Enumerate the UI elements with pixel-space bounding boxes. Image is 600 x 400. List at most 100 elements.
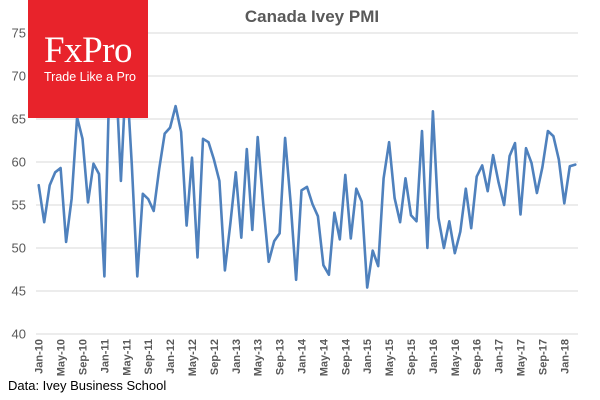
y-tick-label: 70 <box>12 69 26 84</box>
data-point <box>399 221 401 223</box>
data-point <box>360 200 363 203</box>
x-tick-label: May-11 <box>121 339 133 376</box>
data-point <box>163 132 166 135</box>
y-tick-label: 55 <box>12 198 26 213</box>
data-point <box>459 230 462 233</box>
data-point <box>92 162 95 165</box>
data-point <box>328 273 330 276</box>
data-point <box>196 256 199 259</box>
x-tick-label: Sep-10 <box>78 339 90 375</box>
data-point <box>547 130 549 132</box>
data-point <box>158 168 160 170</box>
x-tick-label: Sep-16 <box>472 339 484 375</box>
data-point <box>224 269 226 272</box>
data-point <box>552 135 555 137</box>
y-tick-label: 45 <box>12 284 26 299</box>
data-point <box>426 247 429 249</box>
data-point <box>366 286 369 289</box>
data-point <box>256 136 259 138</box>
data-point <box>481 164 484 167</box>
data-point <box>377 265 380 267</box>
data-point <box>202 138 204 140</box>
data-point <box>174 105 177 107</box>
data-point <box>475 175 478 178</box>
x-tick-label: Sep-13 <box>275 339 287 375</box>
data-point <box>103 275 106 278</box>
data-point <box>437 217 440 219</box>
x-tick-label: Jan-12 <box>165 339 177 374</box>
logo-tagline: Trade Like a Pro <box>44 70 136 84</box>
x-tick-label: Jan-17 <box>494 339 506 374</box>
x-tick-label: Sep-12 <box>209 339 221 375</box>
data-point <box>98 173 100 175</box>
data-point <box>470 227 473 229</box>
data-point <box>251 229 254 231</box>
data-point <box>486 190 489 192</box>
data-point <box>54 171 56 174</box>
data-point <box>443 247 445 249</box>
data-point <box>246 148 248 150</box>
data-point <box>136 275 139 278</box>
logo-brand: FxPro <box>44 30 132 71</box>
data-point <box>421 130 423 132</box>
data-point <box>465 187 467 190</box>
data-point <box>563 202 566 205</box>
data-point <box>278 232 281 235</box>
y-tick-label: 65 <box>12 112 26 127</box>
data-point <box>306 186 308 188</box>
data-point <box>432 110 434 113</box>
x-tick-label: May-13 <box>253 339 265 376</box>
data-point <box>448 220 451 223</box>
x-tick-label: Jan-10 <box>34 339 46 374</box>
data-point <box>519 213 522 216</box>
data-point <box>317 215 319 217</box>
data-point <box>404 177 407 180</box>
x-tick-label: May-10 <box>56 339 68 376</box>
data-point <box>262 202 265 205</box>
data-point <box>322 264 325 267</box>
data-point <box>339 238 341 241</box>
data-point <box>152 210 155 212</box>
x-tick-label: Sep-11 <box>143 339 155 374</box>
data-point <box>70 198 73 200</box>
x-tick-label: Jan-13 <box>231 339 243 374</box>
y-tick-label: 50 <box>12 241 26 256</box>
x-tick-label: Sep-15 <box>406 339 418 375</box>
data-point <box>207 141 210 143</box>
data-point <box>273 240 276 242</box>
data-point <box>514 142 516 144</box>
data-point <box>508 155 511 157</box>
data-point <box>284 137 286 139</box>
data-point <box>213 158 215 161</box>
data-point <box>454 252 456 254</box>
data-point <box>410 214 412 217</box>
data-point <box>344 174 347 176</box>
x-tick-label: May-16 <box>450 339 462 376</box>
data-point <box>185 224 188 227</box>
data-point <box>415 220 418 223</box>
x-tick-label: May-14 <box>318 338 330 376</box>
data-point <box>536 192 538 194</box>
x-tick-label: Jan-15 <box>362 339 374 374</box>
data-point <box>191 156 193 159</box>
data-point <box>388 141 390 143</box>
data-point <box>311 203 314 205</box>
data-point <box>525 147 527 149</box>
data-point <box>169 126 171 129</box>
data-point <box>48 184 51 186</box>
data-point <box>569 165 571 168</box>
data-point <box>558 158 560 161</box>
data-point <box>503 204 505 206</box>
data-point <box>59 167 62 169</box>
data-point <box>289 201 292 204</box>
x-tick-label: Jan-18 <box>559 339 571 374</box>
data-source-note: Data: Ivey Business School <box>8 378 167 393</box>
data-point <box>300 189 303 192</box>
data-point <box>120 180 122 182</box>
x-tick-label: Jan-16 <box>428 339 440 374</box>
data-point <box>541 166 544 168</box>
data-point <box>574 163 577 166</box>
y-tick-label: 75 <box>12 26 26 41</box>
data-point <box>131 163 133 166</box>
data-point <box>497 181 500 184</box>
